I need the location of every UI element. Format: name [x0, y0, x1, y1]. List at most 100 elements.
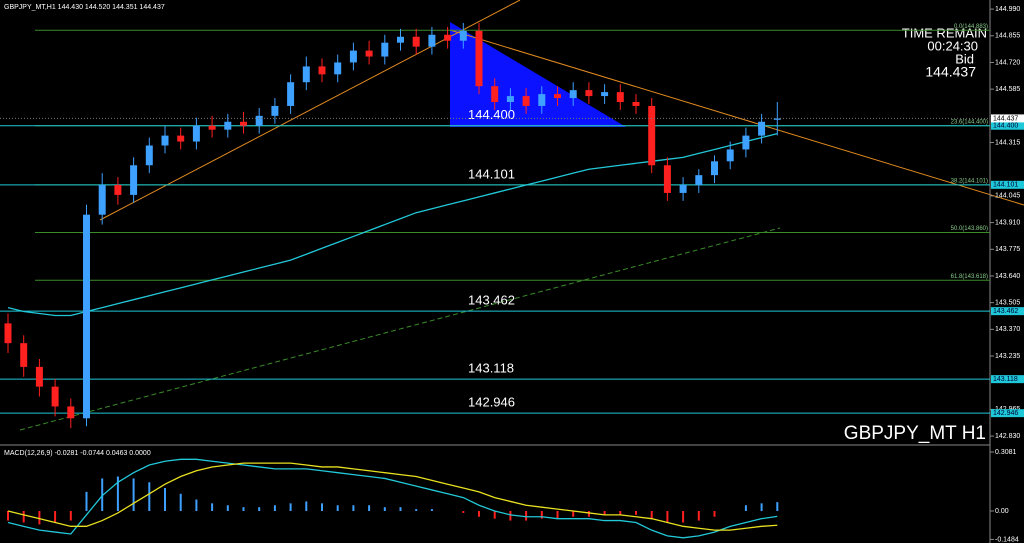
- candle-body: [240, 121, 247, 126]
- level-tag: [991, 180, 1024, 189]
- fib-label: 0.0(144.883): [954, 24, 988, 30]
- candle-body: [161, 135, 169, 146]
- candle-body: [726, 149, 734, 162]
- y-tick-label: 144.855: [995, 33, 1020, 40]
- candle-body: [444, 34, 452, 41]
- candle-body: [569, 90, 577, 99]
- macd-line: [7, 458, 778, 539]
- candle-body: [522, 96, 530, 106]
- y-tick-label: 144.045: [995, 193, 1020, 200]
- candle-body: [585, 90, 593, 97]
- y-tick-label: 143.370: [995, 326, 1020, 333]
- level-axis-label: 144.400: [993, 123, 1018, 130]
- level-axis-label: 143.118: [993, 376, 1018, 383]
- y-tick-label: 144.990: [995, 6, 1020, 13]
- candle-body: [67, 406, 75, 419]
- level-label: 142.946: [468, 395, 515, 410]
- candle-body: [491, 86, 499, 103]
- candle-body: [130, 165, 138, 195]
- candle-body: [4, 323, 12, 344]
- candle-body: [679, 185, 687, 193]
- candle-body: [255, 115, 263, 126]
- candle-body: [538, 94, 546, 106]
- level-tag: [991, 307, 1024, 316]
- candle-body: [51, 386, 59, 407]
- candle-body: [742, 135, 750, 150]
- candle-body: [83, 214, 90, 419]
- candle-body: [601, 92, 609, 97]
- chart-title: GBPJPY_MT H1: [844, 423, 986, 444]
- y-tick-label: 143.910: [995, 219, 1020, 226]
- level-label: 144.101: [468, 166, 515, 181]
- candle-body: [98, 185, 106, 215]
- candle-body: [287, 82, 295, 106]
- candle-body: [758, 121, 766, 136]
- bid-tag: [991, 114, 1024, 123]
- bid-axis-label: 144.437: [993, 115, 1018, 122]
- bid-value: 144.437: [925, 64, 976, 80]
- level-label: 144.400: [468, 107, 515, 122]
- candle-body: [695, 175, 703, 186]
- candle-body: [177, 135, 185, 142]
- candle-body: [20, 343, 28, 367]
- level-axis-label: 144.101: [993, 182, 1018, 189]
- candle-body: [475, 30, 483, 87]
- y-tick-label: 143.505: [995, 299, 1020, 306]
- fib-label: 61.8(143.618): [951, 274, 988, 280]
- bid-label: Bid: [955, 51, 974, 66]
- fib-label: 38.2(144.101): [951, 178, 988, 184]
- candle-body: [648, 105, 656, 166]
- level-axis-label: 142.946: [993, 410, 1018, 417]
- y-tick-label: 144.585: [995, 86, 1020, 93]
- candle-body: [632, 102, 640, 106]
- candle-body: [381, 42, 389, 57]
- time-remain-label: TIME REMAIN: [902, 25, 987, 40]
- candle-body: [302, 66, 310, 83]
- fib-label: 23.6(144.400): [951, 119, 988, 125]
- candle-body: [35, 366, 43, 387]
- level-label: 143.118: [468, 361, 514, 376]
- candle-body: [554, 94, 561, 99]
- level-axis-label: 143.462: [993, 308, 1018, 315]
- trendline: [19, 227, 781, 431]
- candle-body: [271, 105, 279, 116]
- y-tick-label: 143.640: [995, 273, 1020, 280]
- candle-body: [459, 30, 467, 41]
- candle-body: [397, 36, 404, 43]
- candle-body: [711, 161, 718, 176]
- y-tick-label: 0.3081: [995, 449, 1017, 456]
- time-remain: 00:24:30: [927, 38, 978, 53]
- y-tick-label: -0.1484: [995, 536, 1019, 543]
- y-tick-label: 142.830: [995, 433, 1020, 440]
- trendline: [449, 29, 1024, 206]
- y-tick-label: 144.315: [995, 139, 1020, 146]
- level-tag: [991, 121, 1024, 130]
- candle-body: [412, 36, 420, 47]
- candle-body: [616, 92, 624, 103]
- y-tick-label: 143.235: [995, 353, 1020, 360]
- chart-header: GBPJPY_MT,H1 144.430 144.520 144.351 144…: [4, 4, 165, 11]
- y-tick-label: 0.00: [995, 508, 1009, 515]
- candle-body: [224, 121, 232, 130]
- candle-body: [318, 66, 326, 75]
- candle-body: [192, 125, 200, 142]
- signal-line: [7, 462, 778, 531]
- candle-body: [349, 50, 357, 63]
- candle-body: [208, 125, 216, 130]
- candle-body: [506, 96, 514, 103]
- candle-body: [334, 62, 342, 75]
- candle-body: [145, 145, 153, 166]
- y-tick-label: 143.775: [995, 246, 1020, 253]
- level-tag: [991, 409, 1024, 418]
- candle-body: [114, 185, 122, 195]
- fib-label: 50.0(143.860): [951, 226, 988, 232]
- candle-body: [663, 165, 671, 193]
- level-tag: [991, 375, 1024, 384]
- candle-body: [773, 118, 781, 120]
- level-label: 143.462: [468, 293, 515, 308]
- macd-header: MACD(12,26,9) -0.0281 -0.0744 0.0463 0.0…: [4, 450, 151, 457]
- candle-body: [365, 50, 373, 57]
- candle-body: [428, 34, 436, 47]
- y-tick-label: 144.720: [995, 59, 1020, 66]
